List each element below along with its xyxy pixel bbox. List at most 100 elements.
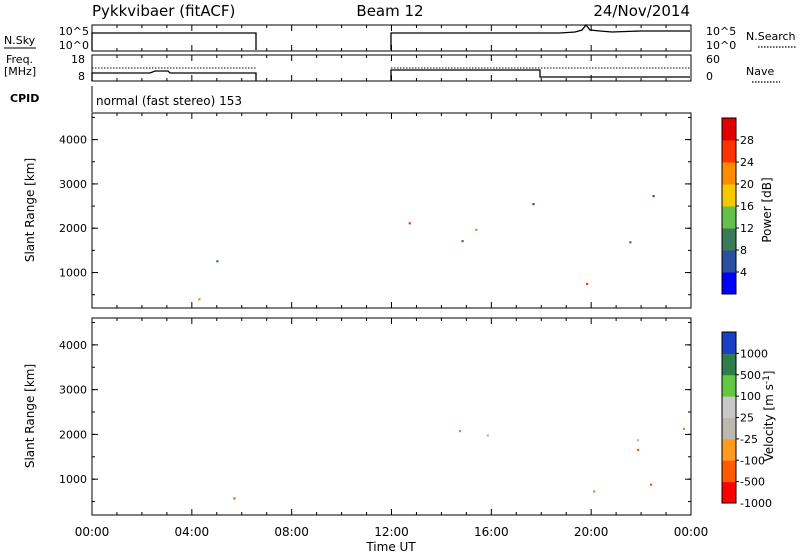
velocity-colorbar-label: Velocity [m s-1] [762,371,776,462]
y-tick-label: 3000 [59,384,87,397]
velocity-plot-area [92,318,691,515]
y-tick-label: 2000 [59,428,87,441]
freq-tick-bottom: 8 [78,70,85,83]
colorbar-tick-label: 24 [740,156,754,169]
nsky-label: N.Sky [4,34,36,47]
colorbar-swatch [722,184,736,207]
colorbar-swatch [722,417,736,440]
freq-trace [91,69,690,81]
colorbar-swatch [722,272,736,295]
y-tick-label: 1000 [59,267,87,280]
beam-title: Beam 12 [356,2,423,20]
x-tick-label: 12:00 [374,525,409,539]
time-axis-label: Time UT [365,540,416,554]
x-tick-label: 20:00 [574,525,609,539]
colorbar-swatch [722,481,736,504]
x-tick-label: 00:00 [75,525,110,539]
range-cell [652,195,655,198]
nsky-trace [91,23,690,50]
range-cell [486,434,489,437]
range-cell [532,203,535,206]
x-tick-label: 16:00 [474,525,509,539]
date-title: 24/Nov/2014 [593,2,690,20]
velocity-y-ticks: 1000 2000 3000 4000 [59,321,691,503]
x-tick-label: 00:00 [674,525,709,539]
time-axis: 00:00 04:00 08:00 12:00 16:00 20:00 00:00 [75,25,709,539]
range-cell [650,483,653,486]
radar-title: Pykkvibaer (fitACF) [92,2,235,20]
colorbar-swatch [722,118,736,141]
colorbar-swatch [722,374,736,397]
range-cell [459,430,462,433]
range-cell [198,298,201,301]
colorbar-tick-label: 1000 [740,347,768,360]
y-tick-label: 4000 [59,339,87,352]
colorbar-swatch [722,140,736,163]
range-cell [682,427,686,430]
cpid-label: CPID [10,92,39,105]
colorbar-tick-label: 28 [740,134,754,147]
power-plot-area [92,113,691,308]
colorbar-tick-label: 20 [740,178,754,191]
power-colorbar-label: Power [dB] [760,177,774,242]
freq-tick-top: 18 [71,53,85,66]
y-tick-label: 4000 [59,134,87,147]
colorbar-swatch [722,228,736,251]
nsky-tick-top: 10^5 [59,25,89,38]
power-scatter [198,195,655,301]
velocity-panel: 1000 2000 3000 4000 Slant Range [km] [23,317,692,516]
nave-tick-top: 60 [706,53,720,66]
colorbar-tick-label: 8 [740,244,747,257]
nave-tick-bottom: 0 [706,70,713,83]
velocity-ylabel: Slant Range [km] [23,364,37,468]
sky-search-panel: N.Sky 10^5 10^0 10^5 10^0 N.Search [4,23,796,52]
velocity-colorbar: 1000 500 100 25 -25 -100 -500 -1000 [721,331,772,510]
x-tick-label: 04:00 [175,525,210,539]
power-ylabel: Slant Range [km] [23,158,37,262]
colorbar-tick-label: 25 [740,412,754,425]
range-cell [629,241,632,244]
range-cell [475,228,478,231]
colorbar-tick-label: 12 [740,222,754,235]
y-tick-label: 1000 [59,473,87,486]
colorbar-tick-label: -25 [740,433,758,446]
freq-label-2: [MHz] [4,65,36,78]
range-cell [636,439,639,442]
power-panel: 1000 2000 3000 4000 Slant Range [km] [23,112,692,309]
nsky-tick-bottom: 10^0 [59,39,89,52]
colorbar-tick-label: 100 [740,390,761,403]
power-colorbar: 4 8 12 16 20 24 28 [721,117,754,295]
colorbar-swatch [722,206,736,229]
nave-label: Nave [746,65,774,78]
colorbar-tick-label: -500 [740,476,765,489]
cpid-text: normal (fast stereo) 153 [96,94,242,108]
range-cell [233,497,236,500]
nsearch-tick-bottom: 10^0 [706,39,736,52]
power-y-ticks: 1000 2000 3000 4000 [59,116,691,296]
range-cell [586,282,589,285]
range-cell [408,222,411,225]
colorbar-tick-label: -1000 [740,497,772,510]
nsearch-label: N.Search [746,30,796,43]
colorbar-tick-label: 4 [740,266,747,279]
range-cell [216,260,219,263]
freq-nave-panel: Freq. [MHz] 18 8 60 0 Nave [4,53,780,83]
colorbar-swatch [722,396,736,419]
colorbar-tick-label: 500 [740,369,761,382]
colorbar-tick-label: -100 [740,454,765,467]
colorbar-swatch [722,460,736,483]
colorbar-swatch [722,353,736,376]
range-cell [637,448,640,452]
freq-label-1: Freq. [6,53,33,66]
colorbar-tick-label: 16 [740,200,754,213]
colorbar-swatch [722,250,736,273]
colorbar-swatch [722,332,736,354]
x-tick-label: 08:00 [274,525,309,539]
range-cell [593,490,596,493]
y-tick-label: 2000 [59,222,87,235]
velocity-scatter [233,427,686,500]
colorbar-swatch [722,438,736,461]
range-cell [461,240,464,243]
nsearch-tick-top: 10^5 [706,25,736,38]
